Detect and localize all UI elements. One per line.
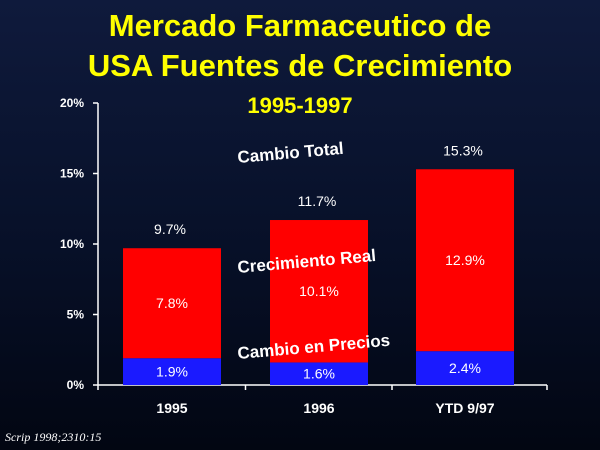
y-tick-label: 10% [60,237,84,251]
x-category-label: YTD 9/97 [435,400,494,416]
y-tick-label: 20% [60,96,84,110]
chart-subtitle: 1995-1997 [247,93,352,118]
total-value-label: 15.3% [443,142,483,158]
real-value-label: 7.8% [156,295,188,311]
y-tick-label: 15% [60,167,84,181]
bar-price-segment [270,362,368,385]
annotation-total-change: Cambio Total [237,139,345,167]
bar-real-segment [270,220,368,363]
x-category-label: 1996 [303,400,334,416]
price-value-label: 2.4% [449,360,481,376]
price-value-label: 1.9% [156,364,188,380]
source-footnote: Scrip 1998;2310:15 [5,430,102,444]
chart-title-line-1: Mercado Farmaceutico de [108,8,492,43]
total-value-label: 9.7% [154,221,186,237]
chart-title: Mercado Farmaceutico de USA Fuentes de C… [0,6,600,86]
y-tick-label: 0% [67,378,85,392]
x-category-label: 1995 [156,400,187,416]
bar-real-segment [416,169,514,352]
price-value-label: 1.6% [303,366,335,382]
y-tick-label: 5% [67,308,85,322]
bar-price-segment [416,351,514,385]
real-value-label: 10.1% [299,283,339,299]
chart-title-line-2: USA Fuentes de Crecimiento [87,48,513,83]
real-value-label: 12.9% [445,252,485,268]
total-value-label: 11.7% [298,193,337,209]
bar-real-segment [123,248,221,359]
bar-price-segment [123,358,221,385]
